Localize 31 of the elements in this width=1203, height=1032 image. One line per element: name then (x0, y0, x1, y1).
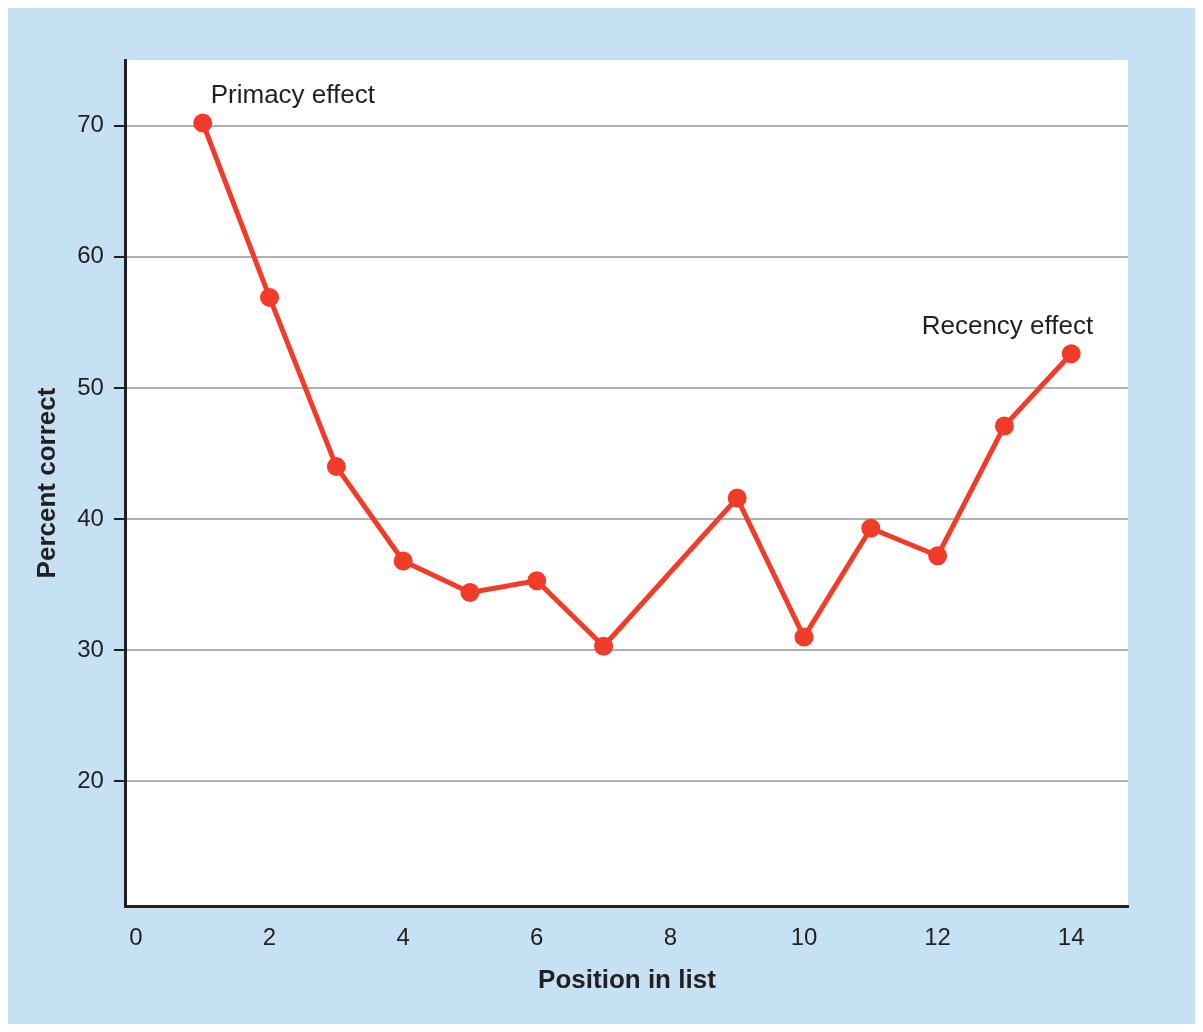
y-tick-label: 40 (77, 503, 104, 531)
annotation: Recency effect (921, 309, 1094, 340)
point (193, 113, 213, 133)
annotation: Primacy effect (210, 79, 376, 110)
point (994, 416, 1014, 436)
point (460, 583, 480, 603)
y-tick-label: 30 (77, 634, 104, 662)
x-tick-label: 12 (924, 923, 951, 951)
y-tick-label: 20 (77, 766, 104, 794)
point (727, 488, 747, 508)
x-tick-label: 0 (129, 923, 143, 951)
x-tick-label: 14 (1057, 923, 1085, 951)
x-tick-label: 6 (530, 923, 544, 951)
point (527, 571, 547, 591)
point (794, 627, 814, 647)
y-tick-label: 50 (77, 372, 104, 400)
point (1061, 344, 1081, 364)
x-tick-label: 4 (396, 923, 410, 951)
x-tick-label: 10 (790, 923, 818, 951)
x-tick-label: 2 (262, 923, 277, 951)
y-tick-label: 70 (77, 110, 104, 138)
point (594, 636, 614, 656)
point (861, 518, 881, 538)
point (393, 551, 413, 571)
x-tick-label: 8 (663, 923, 678, 951)
y-axis-title: Percent correct (30, 387, 61, 579)
point (326, 457, 346, 477)
y-tick-label: 60 (77, 241, 104, 269)
x-axis-title: Position in list (538, 963, 717, 994)
point (260, 287, 280, 307)
point (928, 546, 948, 566)
